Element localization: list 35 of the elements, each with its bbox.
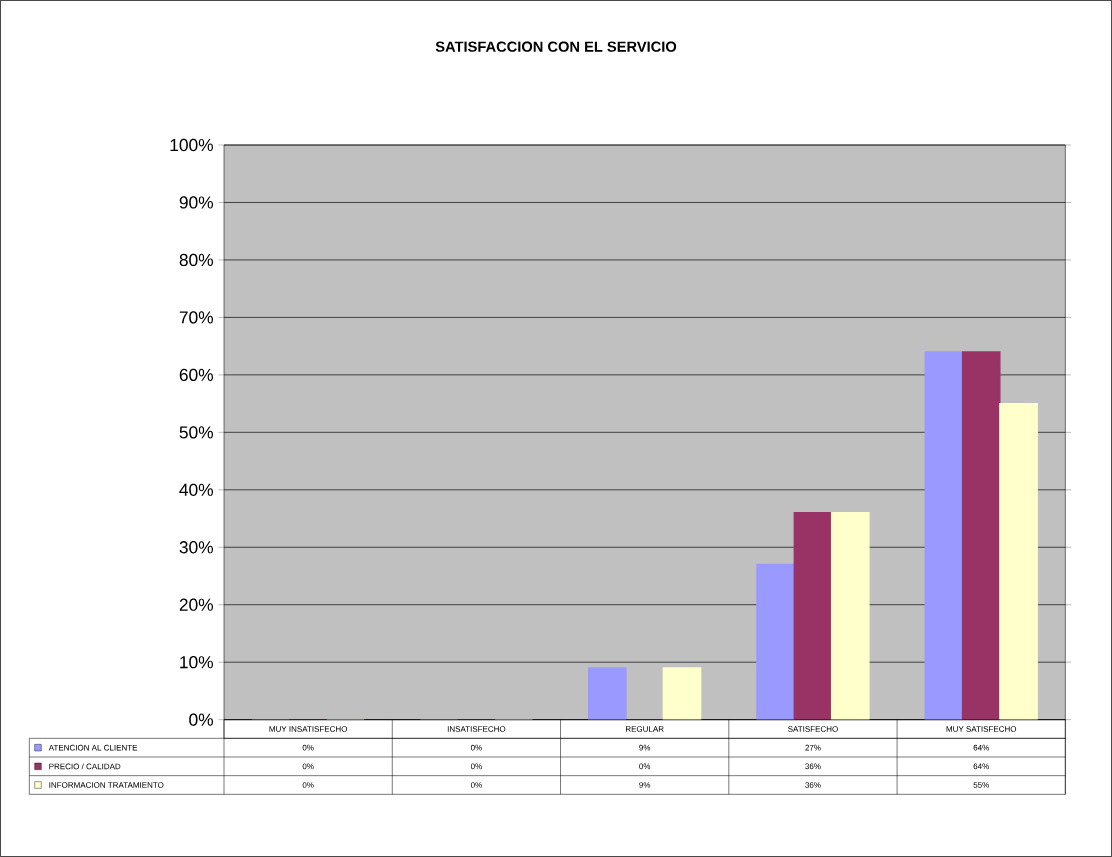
data-label: 0% [639, 763, 651, 770]
y-tick-label: 50% [179, 426, 213, 439]
data-label: 0% [470, 782, 482, 788]
chart-title: SATISFACCION CON EL SERVICIO [435, 41, 677, 52]
x-tick-label: SATISFECHO [788, 726, 838, 732]
data-label: 64% [973, 763, 989, 770]
y-tick-label: 0% [189, 713, 213, 726]
y-tick-label: 100% [170, 138, 213, 152]
x-tick-label: REGULAR [625, 726, 664, 732]
data-label: 0% [302, 763, 314, 770]
data-label: 36% [805, 782, 821, 788]
y-tick-label: 60% [179, 368, 213, 381]
data-label: 0% [302, 744, 314, 751]
y-tick-label: 40% [179, 483, 213, 496]
y-tick-label: 80% [179, 253, 213, 267]
data-label: 0% [302, 782, 314, 788]
y-tick-label: 10% [180, 656, 213, 669]
data-label: 9% [639, 782, 651, 788]
legend-label: INFORMACION TRATAMIENTO [49, 782, 164, 788]
y-tick-label: 20% [179, 598, 213, 611]
y-tick-label: 30% [179, 541, 213, 554]
legend-label: ATENCION AL CLIENTE [48, 744, 138, 751]
data-label: 64% [973, 744, 989, 751]
data-label: 36% [805, 763, 821, 770]
data-label: 0% [470, 763, 482, 770]
data-label: 55% [973, 782, 989, 788]
y-tick-label: 90% [179, 196, 213, 209]
y-tick-label: 70% [179, 311, 213, 324]
x-tick-label: MUY SATISFECHO [946, 726, 1017, 732]
data-label: 27% [805, 744, 821, 751]
data-label: 9% [639, 744, 651, 751]
legend-label: PRECIO / CALIDAD [49, 763, 121, 770]
data-label: 0% [470, 744, 482, 751]
x-tick-label: MUY INSATISFECHO [269, 726, 348, 732]
x-tick-label: INSATISFECHO [447, 726, 506, 732]
